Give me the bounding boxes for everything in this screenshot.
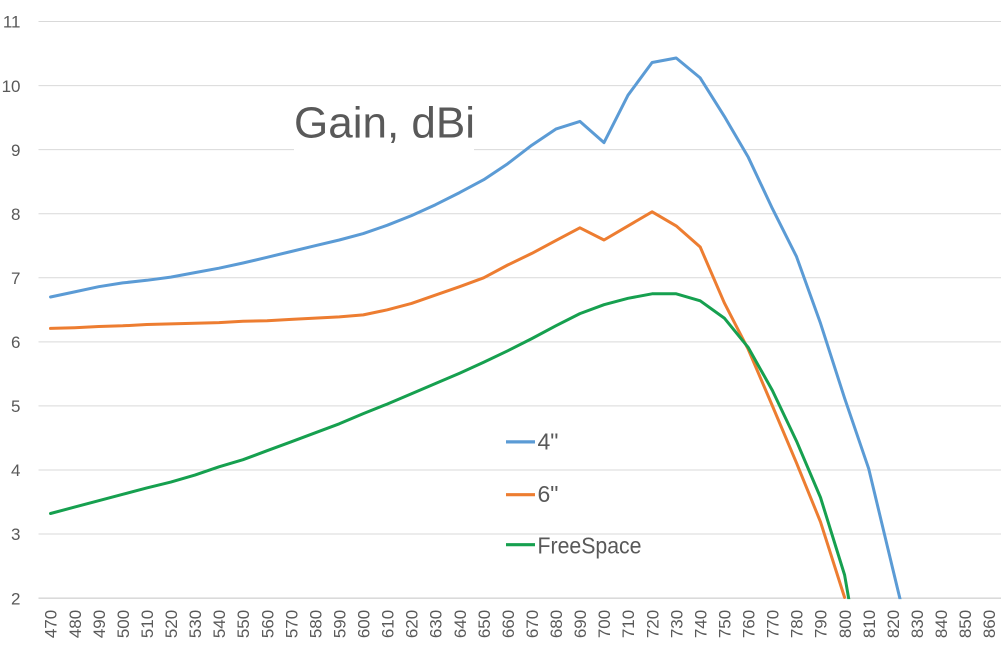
- svg-text:720: 720: [643, 610, 662, 638]
- svg-text:600: 600: [355, 610, 374, 638]
- svg-text:820: 820: [884, 610, 903, 638]
- svg-text:640: 640: [451, 610, 470, 638]
- svg-text:520: 520: [162, 610, 181, 638]
- svg-text:5: 5: [11, 397, 20, 416]
- svg-text:3: 3: [11, 525, 20, 544]
- svg-text:620: 620: [403, 610, 422, 638]
- svg-text:730: 730: [667, 610, 686, 638]
- svg-text:700: 700: [595, 610, 614, 638]
- svg-text:650: 650: [475, 610, 494, 638]
- svg-text:770: 770: [764, 610, 783, 638]
- svg-text:560: 560: [258, 610, 277, 638]
- svg-text:540: 540: [210, 610, 229, 638]
- svg-text:550: 550: [234, 610, 253, 638]
- svg-text:760: 760: [740, 610, 759, 638]
- svg-text:610: 610: [379, 610, 398, 638]
- svg-text:Gain, dBi: Gain, dBi: [294, 99, 475, 148]
- svg-text:510: 510: [138, 610, 157, 638]
- svg-text:590: 590: [331, 610, 350, 638]
- svg-text:570: 570: [282, 610, 301, 638]
- svg-text:690: 690: [571, 610, 590, 638]
- svg-text:9: 9: [11, 141, 20, 160]
- svg-text:740: 740: [691, 610, 710, 638]
- svg-text:500: 500: [114, 610, 133, 638]
- svg-text:6: 6: [11, 333, 20, 352]
- svg-text:4": 4": [538, 429, 559, 455]
- svg-text:800: 800: [836, 610, 855, 638]
- svg-text:7: 7: [11, 269, 20, 288]
- svg-text:480: 480: [66, 610, 85, 638]
- svg-text:810: 810: [860, 610, 879, 638]
- svg-text:830: 830: [908, 610, 927, 638]
- svg-text:850: 850: [956, 610, 975, 638]
- svg-text:680: 680: [547, 610, 566, 638]
- svg-text:860: 860: [980, 610, 999, 638]
- svg-text:8: 8: [11, 205, 20, 224]
- svg-text:6": 6": [538, 481, 559, 507]
- svg-text:750: 750: [716, 610, 735, 638]
- svg-text:530: 530: [186, 610, 205, 638]
- svg-text:470: 470: [42, 610, 61, 638]
- svg-text:790: 790: [812, 610, 831, 638]
- svg-text:10: 10: [2, 77, 21, 96]
- svg-text:490: 490: [90, 610, 109, 638]
- svg-text:580: 580: [306, 610, 325, 638]
- svg-text:780: 780: [788, 610, 807, 638]
- svg-text:670: 670: [523, 610, 542, 638]
- svg-text:630: 630: [427, 610, 446, 638]
- svg-text:710: 710: [619, 610, 638, 638]
- svg-text:660: 660: [499, 610, 518, 638]
- svg-text:2: 2: [11, 589, 20, 608]
- svg-text:840: 840: [932, 610, 951, 638]
- svg-text:FreeSpace: FreeSpace: [538, 532, 642, 558]
- svg-text:11: 11: [3, 13, 21, 32]
- svg-text:4: 4: [11, 461, 20, 480]
